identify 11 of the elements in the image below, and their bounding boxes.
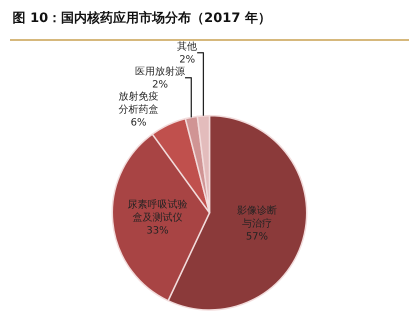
slice-label: 影像诊断与治疗 <box>236 204 277 230</box>
data-label: 2% <box>179 54 196 66</box>
slice-label: 其他 <box>177 40 198 52</box>
data-label: 2% <box>152 79 168 90</box>
slice-label: 医用放射源 <box>135 65 186 78</box>
data-label: 33% <box>146 226 169 237</box>
slice-label: 放射免疫分析药盒 <box>118 90 159 116</box>
chart-title: 图 10：国内核药应用市场分布（2017 年） <box>12 10 271 26</box>
slice-label: 尿素呼吸试验盒及测试仪 <box>127 198 188 224</box>
data-label: 57% <box>246 231 268 242</box>
data-label: 6% <box>130 117 147 128</box>
